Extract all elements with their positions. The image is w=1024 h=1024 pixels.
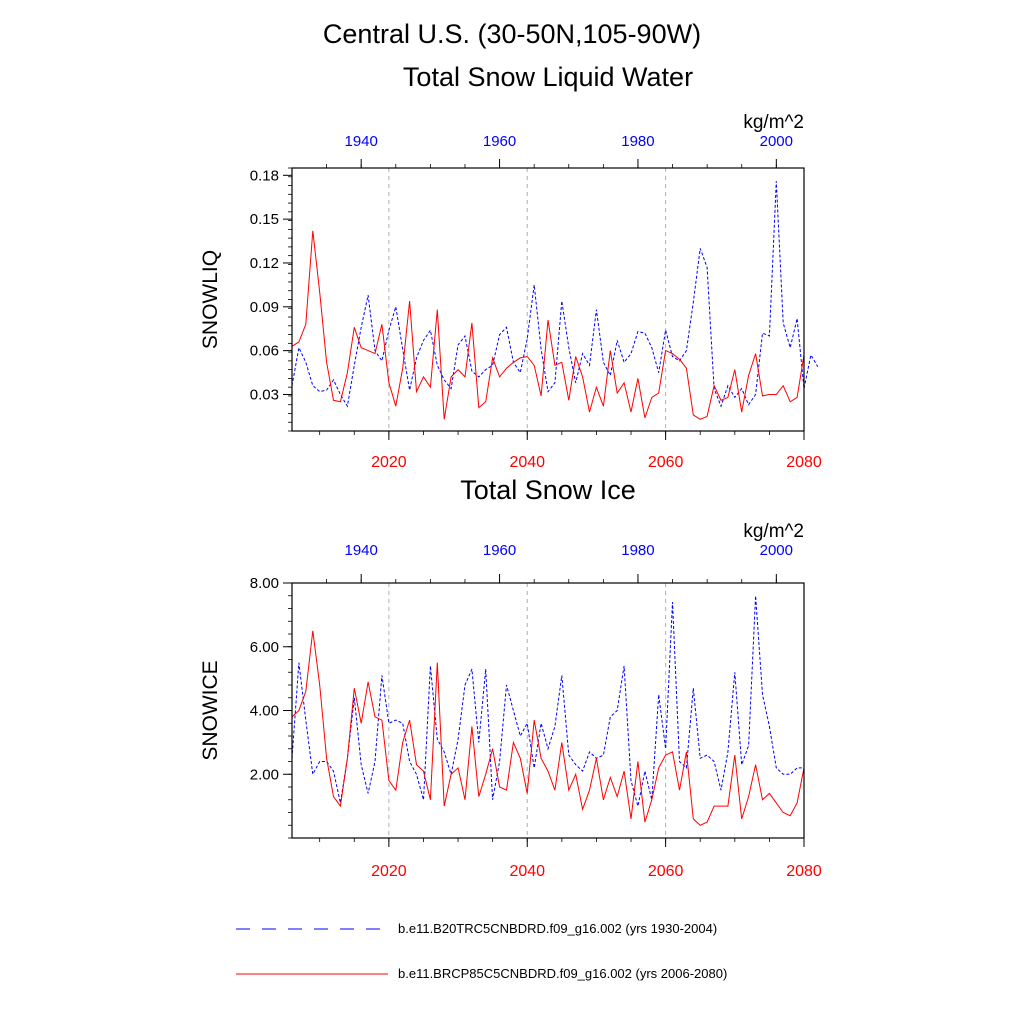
snowice-xtick-top-label: 1980: [621, 542, 654, 559]
snowliq-ylabel: SNOWLIQ: [199, 250, 222, 349]
snowice-panel: Total Snow Ice kg/m^2 SNOWICE 2.00 4.00 6.00 8…: [199, 475, 822, 880]
snowice-xtick-top-label: 1940: [345, 542, 378, 559]
legend-hist-label: b.e11.B20TRC5CNBDRD.f09_g16.002 (yrs 193…: [398, 921, 717, 936]
snowice-xtick-bottom-label: 2020: [371, 863, 407, 880]
snowice-title: Total Snow Ice: [460, 475, 636, 505]
figure-title: Central U.S. (30-50N,105-90W): [323, 19, 701, 49]
snowliq-ytick-label: 0.15: [250, 211, 279, 228]
snowice-series-hist: [291, 595, 804, 807]
snowliq-xtick-bottom-label: 2060: [648, 454, 684, 471]
snowliq-xtick-top-label: 1940: [345, 133, 378, 150]
snowliq-xtick-bottom-label: 2080: [786, 454, 822, 471]
snowliq-units-label: kg/m^2: [743, 112, 804, 133]
legend-future-label: b.e11.BRCP85C5CNBDRD.f09_g16.002 (yrs 20…: [398, 966, 727, 981]
snowliq-ytick-label: 0.06: [250, 343, 279, 360]
snowice-ytick-label: 4.00: [250, 703, 279, 720]
legend: b.e11.B20TRC5CNBDRD.f09_g16.002 (yrs 193…: [236, 921, 727, 981]
snowliq-xtick-top-label: 2000: [760, 133, 793, 150]
snowliq-ytick-label: 0.09: [250, 299, 279, 316]
snowliq-series-hist: [291, 181, 819, 408]
snowice-xtick-top-label: 1960: [483, 542, 516, 559]
snowliq-xtick-bottom-label: 2040: [509, 454, 545, 471]
snowliq-xtick-top-label: 1980: [621, 133, 654, 150]
snowliq-xtick-bottom-label: 2020: [371, 454, 407, 471]
snowliq-ytick-label: 0.12: [250, 255, 279, 272]
snowice-ytick-label: 6.00: [250, 639, 279, 656]
snowice-units-label: kg/m^2: [743, 521, 804, 542]
snowliq-panel: Total Snow Liquid Water kg/m^2 SNOWLIQ 0.03…: [199, 62, 822, 471]
snowice-xtick-bottom-label: 2060: [648, 863, 684, 880]
snowice-ytick-label: 2.00: [250, 766, 279, 783]
snowice-plot-frame: [291, 582, 805, 839]
snowice-series-future: [291, 630, 805, 826]
snowliq-xtick-top-label: 1960: [483, 133, 516, 150]
snowliq-series-future: [291, 230, 805, 420]
snowice-xtick-bottom-label: 2040: [509, 863, 545, 880]
snowice-ytick-label: 8.00: [250, 575, 279, 592]
snowliq-ytick-label: 0.03: [250, 386, 279, 403]
snowice-xtick-bottom-label: 2080: [786, 863, 822, 880]
snowice-xtick-top-label: 2000: [760, 542, 793, 559]
snowliq-ytick-label: 0.18: [250, 167, 279, 184]
snowliq-title: Total Snow Liquid Water: [403, 62, 693, 92]
snowice-ylabel: SNOWICE: [199, 660, 222, 760]
